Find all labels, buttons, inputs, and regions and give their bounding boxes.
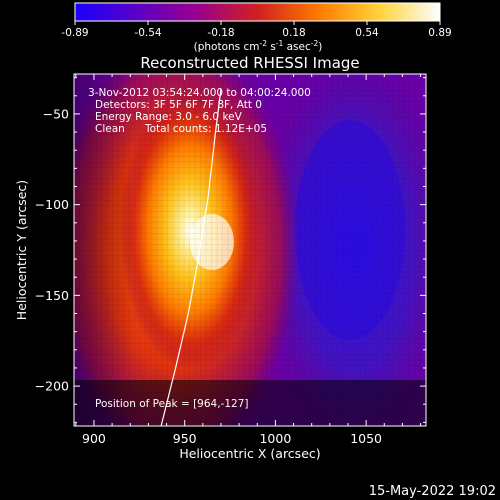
annotation-energy: Energy Range: 3.0 - 6.0 keV [95,111,243,123]
y-axis: −50 −100 −150 −200 [35,77,426,423]
plot-frame [73,73,427,427]
colorbar-units: (photons cm-2 s-1 asec-2) [194,39,323,53]
colorbar-tick-label: -0.18 [207,27,234,39]
annotation-detectors: Detectors: 3F 5F 6F 7F 8F, Att 0 [95,99,262,111]
y-axis-label: Heliocentric Y (arcsec) [14,180,29,320]
x-axis: 900 950 1000 1050 [75,74,422,446]
colorbar-tick-label: -0.54 [134,27,161,39]
annotation-time: 3-Nov-2012 03:54:24.000 to 04:00:24.000 [88,87,311,99]
annotation-counts: Total counts: 1.12E+05 [144,123,267,135]
colorbar-tick-label: 0.54 [355,27,379,39]
colorbar [74,2,441,22]
colorbar-tick-label: 0.18 [282,27,305,39]
solar-limb-curve [160,88,222,426]
x-tick-label: 1000 [259,431,291,446]
x-tick-label: 950 [173,431,197,446]
footer-date: 15-May-2022 19:02 [369,484,496,499]
x-axis-label: Heliocentric X (arcsec) [179,446,320,461]
x-tick-label: 1050 [350,431,382,446]
colorbar-tick-label: -0.89 [61,27,88,39]
y-tick-label: −50 [43,106,69,121]
y-tick-label: −100 [35,197,69,212]
annotation-method: Clean [95,123,125,135]
annotation-peak: Position of Peak = [964,-127] [95,398,249,410]
colorbar-ticks: -0.89 -0.54 -0.18 0.18 0.54 0.89 [61,21,452,39]
colorbar-tick-label: 0.89 [428,27,451,39]
chart-title: Reconstructed RHESSI Image [140,54,359,72]
y-tick-label: −200 [35,379,69,394]
y-tick-label: −150 [35,288,69,303]
heatmap-image [74,74,426,426]
x-tick-label: 900 [82,431,106,446]
